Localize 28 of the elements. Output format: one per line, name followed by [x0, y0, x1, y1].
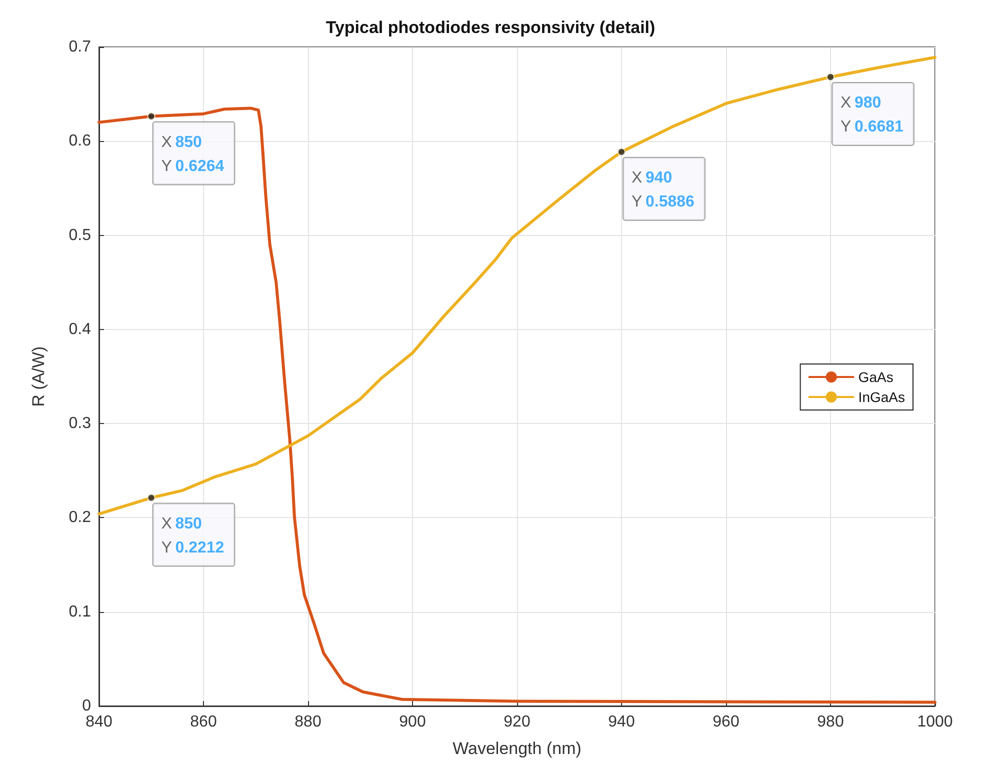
- legend-label: GaAs: [858, 369, 894, 385]
- x-tick-label: 900: [399, 714, 426, 730]
- y-tick-label: 0.6: [68, 132, 92, 150]
- y-tick-label: 0.7: [68, 38, 92, 56]
- x-tick-label: 840: [86, 714, 112, 730]
- annotation: X 850 Y 0.2212: [161, 515, 224, 556]
- x-tick-label: 940: [608, 714, 635, 730]
- annotation: X 980 Y 0.6681: [840, 94, 904, 136]
- y-tick-label: 0.1: [68, 603, 92, 620]
- chart-title: Typical photodiodes responsivity (detail): [326, 18, 656, 37]
- y-axis-title: R (A/W): [29, 346, 48, 407]
- y-tick-label: 0.2: [68, 509, 92, 526]
- legend-label: InGaAs: [858, 389, 906, 405]
- annotation: X 940 Y 0.5886: [632, 169, 695, 210]
- x-tick-label: 1000: [917, 714, 953, 730]
- x-tick-label: 980: [817, 714, 844, 730]
- y-tick-label: 0.3: [68, 415, 92, 432]
- x-axis-title: Wavelength (nm): [452, 739, 582, 758]
- x-tick-label: 960: [712, 714, 740, 730]
- x-tick-label: 920: [504, 714, 530, 730]
- y-tick-label: 0.4: [68, 320, 92, 338]
- y-tick-label: 0: [82, 698, 92, 714]
- x-tick-label: 860: [190, 714, 217, 730]
- y-tick-label: 0.5: [68, 226, 92, 244]
- line-series: [98, 56, 936, 516]
- x-tick-label: 880: [294, 714, 322, 730]
- line-series: [98, 106, 936, 704]
- annotation: X 850 Y 0.6264: [161, 134, 224, 175]
